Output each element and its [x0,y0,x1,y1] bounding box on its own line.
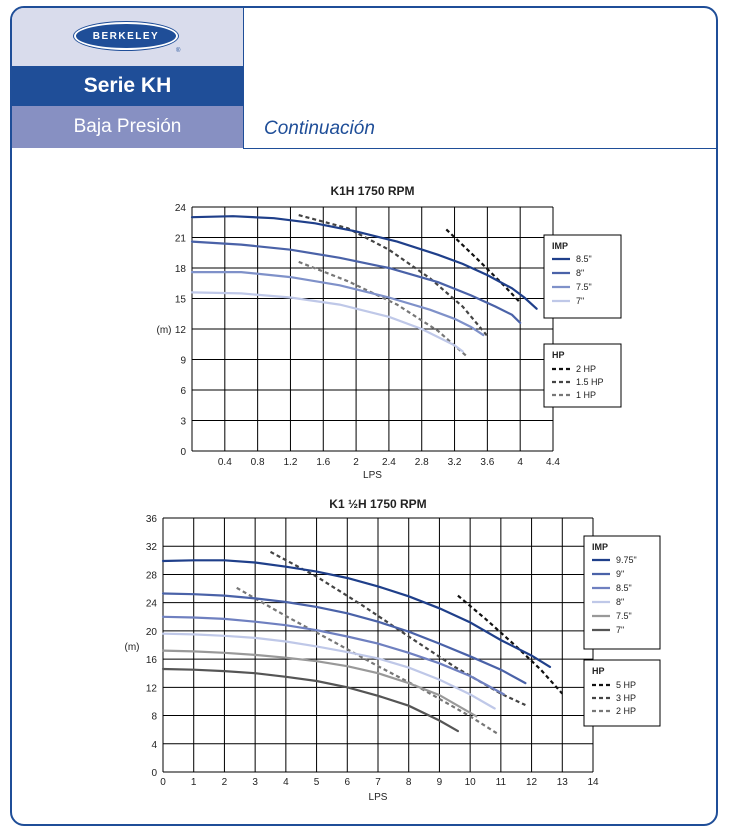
header-underline [243,148,716,149]
logo-panel: BERKELEY ® [12,8,243,66]
logo-text: BERKELEY [92,30,160,42]
header-divider [243,8,244,148]
registered-mark: ® [176,48,181,54]
berkeley-logo: BERKELEY [74,22,178,50]
subtitle-text: Baja Presión [73,116,182,137]
continuation-label: Continuación [264,118,375,139]
series-banner: Serie KH [12,66,243,106]
page-frame: BERKELEY ® Serie KH Baja Presión Continu… [10,6,718,826]
subtitle-banner: Baja Presión [12,106,243,148]
series-title: Serie KH [83,74,172,97]
